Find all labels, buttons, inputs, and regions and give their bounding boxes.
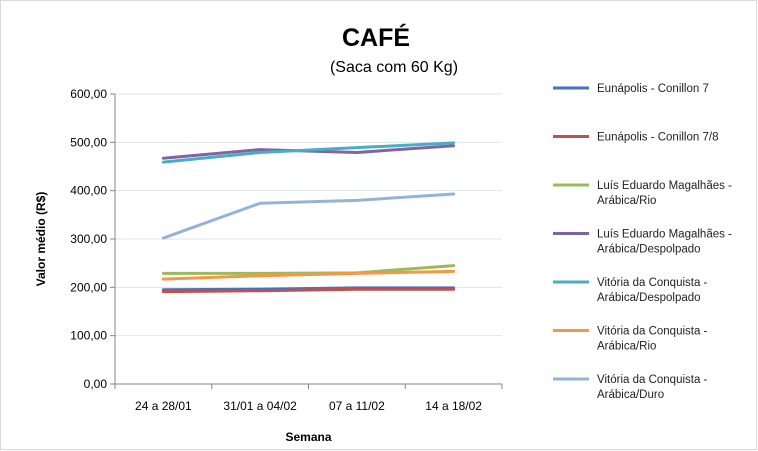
- legend-label: Luís Eduardo Magalhães -: [597, 229, 732, 241]
- legend-label: Vitória da Conquista -: [597, 326, 708, 338]
- legend-label: Arábica/Duro: [597, 389, 664, 401]
- y-tick-label: 500,00: [70, 135, 107, 149]
- y-tick-label: 300,00: [70, 232, 107, 246]
- legend-label: Luís Eduardo Magalhães -: [597, 180, 732, 192]
- chart-title: CAFÉ: [342, 23, 410, 52]
- y-tick-label: 200,00: [70, 280, 107, 294]
- y-tick-label: 600,00: [70, 87, 107, 101]
- x-tick-label: 31/01 a 04/02: [223, 399, 297, 413]
- legend-label: Arábica/Rio: [597, 195, 656, 207]
- legend-label: Vitória da Conquista -: [597, 374, 708, 386]
- chart-subtitle: (Saca com 60 Kg): [330, 59, 458, 76]
- series-line-6: [161, 269, 456, 281]
- y-tick-label: 0,00: [84, 377, 108, 391]
- legend-label: Eunápolis - Conillon 7/8: [597, 132, 718, 144]
- y-axis-title: Valor médio (R$): [34, 192, 48, 287]
- series-line-5: [161, 141, 456, 164]
- y-tick-label: 400,00: [70, 184, 107, 198]
- legend-label: Arábica/Rio: [597, 341, 656, 353]
- y-tick-label: 100,00: [70, 329, 107, 343]
- x-tick-label: 14 a 18/02: [425, 399, 482, 413]
- series-line-2: [161, 287, 456, 294]
- legend-label: Eunápolis - Conillon 7: [597, 83, 709, 95]
- legend-label: Arábica/Despolpado: [597, 292, 701, 304]
- x-tick-label: 24 a 28/01: [135, 399, 192, 413]
- series-line-7: [161, 192, 456, 240]
- legend-label: Arábica/Despolpado: [597, 244, 701, 256]
- legend-label: Vitória da Conquista -: [597, 277, 708, 289]
- x-tick-label: 07 a 11/02: [329, 399, 385, 413]
- x-axis-title: Semana: [285, 430, 331, 444]
